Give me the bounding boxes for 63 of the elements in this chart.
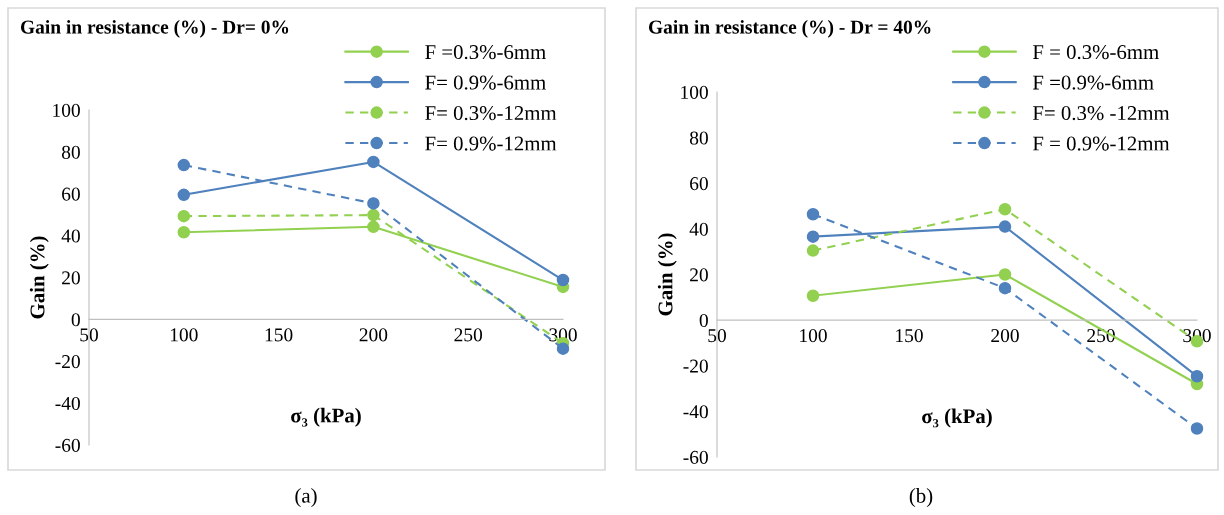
x-tick-label: 50 bbox=[708, 329, 726, 343]
y-tick-label: -40 bbox=[683, 405, 708, 419]
x-tick-label: 200 bbox=[991, 329, 1019, 343]
point bbox=[367, 155, 380, 169]
y-tick-label: 80 bbox=[689, 131, 708, 145]
y-tick-label: -60 bbox=[55, 438, 80, 452]
legend-label: F = 0.3%-6mm bbox=[1032, 45, 1159, 60]
legend-label: F= 0.3%-12mm bbox=[425, 106, 557, 121]
y-tick-label: 100 bbox=[681, 85, 708, 99]
y-tick-label: -60 bbox=[683, 450, 708, 464]
legend-label: F= 0.9%-6mm bbox=[425, 75, 546, 90]
point bbox=[556, 273, 570, 287]
point bbox=[806, 208, 820, 221]
y-tick-label: -40 bbox=[55, 396, 80, 411]
point bbox=[177, 158, 191, 172]
y-tick-label: 80 bbox=[61, 145, 80, 159]
legend-label: F= 0.9%-12mm bbox=[425, 136, 557, 151]
y-tick-label: 40 bbox=[61, 229, 80, 243]
x-axis-title: σ₃ (kPa) bbox=[922, 408, 992, 428]
x-tick-label: 200 bbox=[359, 328, 388, 342]
point bbox=[998, 220, 1012, 233]
y-axis-title: Gain (%) bbox=[657, 233, 677, 316]
y-tick-label: 100 bbox=[53, 103, 80, 117]
point bbox=[1190, 422, 1204, 435]
y-tick-label: -20 bbox=[55, 355, 80, 369]
x-tick-label: 150 bbox=[265, 328, 293, 342]
legend-label: F =0.9%-6mm bbox=[1032, 75, 1154, 90]
y-tick-label: 0 bbox=[71, 313, 80, 327]
y-axis-title: Gain (%) bbox=[29, 236, 49, 319]
chart-title: Gain in resistance (%) - Dr= 0% bbox=[20, 20, 289, 38]
legend-label: F= 0.3% -12mm bbox=[1032, 106, 1170, 121]
point bbox=[367, 208, 380, 222]
y-tick-label: 0 bbox=[699, 313, 708, 328]
x-tick-label: 100 bbox=[170, 328, 198, 342]
point bbox=[556, 342, 570, 355]
chart-title: Gain in resistance (%) - Dr = 40% bbox=[648, 20, 931, 38]
x-tick-label: 250 bbox=[454, 328, 483, 342]
legend-label: F =0.3%-6mm bbox=[425, 45, 546, 60]
y-tick-label: 20 bbox=[62, 271, 80, 285]
point bbox=[1190, 369, 1204, 383]
y-tick-label: 60 bbox=[690, 177, 708, 191]
y-tick-label: 60 bbox=[62, 187, 80, 201]
point bbox=[806, 289, 820, 302]
point bbox=[367, 197, 380, 210]
point bbox=[998, 281, 1012, 295]
point bbox=[806, 230, 820, 243]
point bbox=[806, 244, 820, 257]
y-tick-label: 20 bbox=[690, 268, 708, 282]
point bbox=[367, 220, 380, 234]
x-tick-label: 50 bbox=[80, 328, 98, 342]
point bbox=[177, 209, 191, 223]
y-tick-label: 40 bbox=[689, 222, 708, 236]
point bbox=[177, 226, 191, 239]
point bbox=[998, 268, 1012, 281]
legend-label: F = 0.9%-12mm bbox=[1032, 136, 1170, 151]
point bbox=[177, 188, 191, 202]
point bbox=[998, 203, 1012, 216]
y-tick-label: -20 bbox=[683, 359, 708, 373]
text: (b) bbox=[909, 488, 933, 507]
text: (a) bbox=[295, 488, 317, 507]
x-tick-label: 100 bbox=[800, 329, 827, 343]
x-axis-title: σ₃ (kPa) bbox=[291, 407, 361, 427]
x-tick-label: 150 bbox=[896, 329, 923, 343]
